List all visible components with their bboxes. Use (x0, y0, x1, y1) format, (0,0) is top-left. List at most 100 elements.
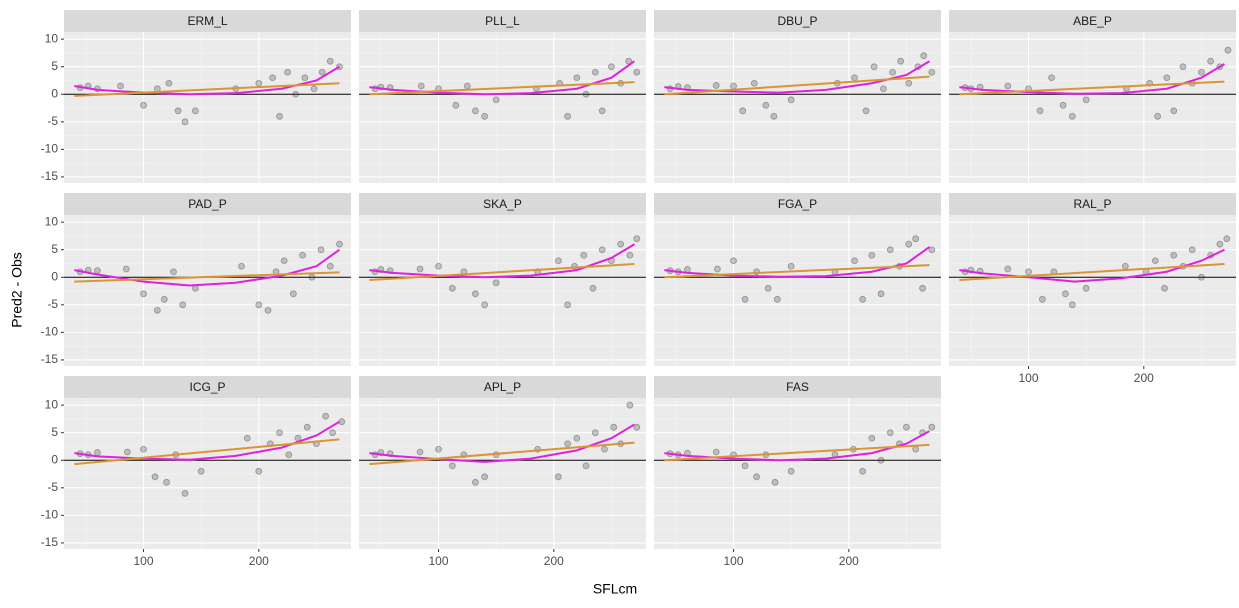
trend-line (664, 246, 931, 278)
panel (64, 398, 351, 549)
point (905, 240, 913, 248)
point (416, 448, 424, 456)
strip (64, 376, 351, 398)
trend-line (74, 271, 340, 283)
point (741, 462, 749, 470)
point (1059, 101, 1067, 109)
point (264, 306, 272, 314)
point (862, 107, 870, 115)
point (151, 473, 159, 481)
point (276, 112, 283, 120)
point (713, 265, 721, 273)
point (417, 82, 425, 90)
point (238, 262, 245, 270)
trend-line (369, 423, 635, 463)
strip-label: FGA_P (778, 197, 817, 211)
point (928, 68, 936, 76)
strip-label: APL_P (484, 380, 521, 394)
point (448, 284, 456, 292)
point (877, 290, 885, 298)
trend-line (369, 81, 635, 96)
point (582, 462, 590, 470)
point (292, 90, 300, 98)
point (329, 429, 336, 437)
point (633, 68, 641, 76)
y-tick-label: 10 (45, 397, 59, 411)
trend-line (664, 430, 930, 462)
point (851, 257, 858, 265)
point (573, 434, 581, 442)
trend-line (959, 263, 1225, 282)
point (928, 246, 936, 254)
y-tick-label: -15 (41, 535, 59, 549)
y-tick-label: -10 (41, 325, 59, 339)
point (310, 85, 318, 93)
point (750, 79, 758, 87)
point (1151, 257, 1159, 265)
point (912, 445, 920, 453)
strip-label: PLL_L (485, 14, 520, 28)
point (191, 107, 199, 115)
point (787, 262, 795, 270)
point (610, 423, 618, 431)
point (1048, 74, 1055, 82)
y-axis-title: Pred2 - Obs (9, 252, 25, 327)
x-tick-label: 200 (544, 554, 564, 568)
point (762, 101, 770, 109)
point (712, 82, 720, 89)
y-tick-label: -10 (41, 508, 59, 522)
point (303, 423, 311, 431)
strip (64, 193, 351, 215)
point (492, 96, 500, 104)
x-tick-label: 100 (429, 554, 449, 568)
point (591, 429, 599, 437)
strip-label: ABE_P (1073, 14, 1112, 28)
point (582, 90, 590, 98)
point (1025, 268, 1032, 276)
point (170, 268, 177, 276)
point (94, 267, 101, 275)
point (338, 418, 346, 426)
point (1004, 265, 1012, 273)
point (1207, 57, 1215, 65)
point (280, 257, 288, 265)
point (140, 101, 147, 109)
point (181, 118, 189, 126)
point (179, 301, 187, 309)
point (1038, 295, 1046, 303)
strip-label: ERM_L (187, 14, 227, 28)
trend-line (664, 75, 930, 96)
point (730, 257, 737, 265)
x-axis-title: SFLcm (593, 581, 637, 597)
panel (949, 32, 1236, 183)
point (1121, 262, 1129, 270)
point (435, 262, 442, 270)
trend-line (74, 82, 340, 97)
x-tick-label: 200 (249, 554, 269, 568)
strip (64, 10, 351, 32)
point (481, 112, 489, 120)
point (269, 74, 277, 82)
point (919, 284, 926, 292)
point (870, 63, 878, 71)
point (886, 429, 894, 437)
x-tick-label: 100 (1019, 371, 1039, 385)
point (492, 279, 500, 287)
point (564, 440, 572, 448)
point (452, 101, 460, 109)
point (764, 284, 772, 292)
trend-line (959, 63, 1225, 95)
point (1223, 235, 1231, 243)
trend-line (664, 443, 930, 462)
y-tick-label: 5 (51, 59, 58, 73)
point (753, 473, 760, 481)
point (787, 96, 795, 104)
point (1068, 301, 1076, 309)
y-tick-label: 10 (45, 31, 59, 45)
point (739, 107, 747, 115)
point (326, 57, 334, 65)
point (255, 79, 263, 87)
point (289, 290, 297, 298)
y-tick-label: 5 (51, 242, 58, 256)
